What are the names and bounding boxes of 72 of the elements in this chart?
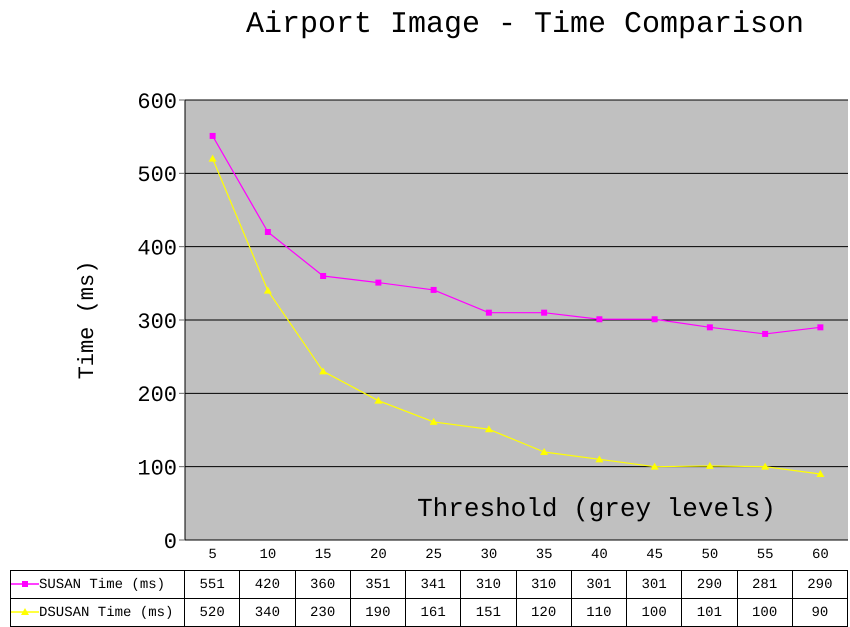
point (817, 324, 824, 330)
data-label: 161 (406, 598, 461, 626)
data-label: 301 (626, 570, 682, 598)
x-tick-label: 25 (425, 546, 442, 563)
data-label: 110 (571, 598, 626, 626)
point (486, 310, 492, 316)
point (816, 470, 824, 477)
point (210, 132, 216, 139)
point (430, 418, 438, 425)
data-label: 151 (460, 598, 516, 626)
legend-label: SUSAN Time (ms) (39, 576, 166, 592)
point (375, 280, 382, 286)
point (319, 367, 328, 374)
y-tick-label: 100 (137, 456, 177, 482)
x-tick-label: 5 (208, 546, 217, 563)
point (208, 154, 217, 162)
data-label: 230 (295, 598, 350, 626)
x-tick-label: 45 (646, 546, 664, 563)
data-label: 551 (184, 570, 240, 598)
point (264, 229, 271, 235)
point (540, 448, 548, 455)
point (650, 462, 659, 470)
data-label: 351 (350, 570, 406, 598)
data-label: 120 (516, 598, 572, 626)
chart-title: Airport Image - Time Comparison (244, 8, 806, 42)
data-label: 340 (240, 598, 295, 626)
data-label: 100 (737, 598, 792, 626)
data-label: 420 (240, 570, 295, 598)
data-label: 190 (350, 598, 406, 626)
data-label: 310 (460, 570, 516, 598)
point (595, 455, 604, 462)
point (430, 286, 437, 293)
x-tick-label: 15 (314, 546, 332, 563)
x-tick-label: 35 (536, 546, 553, 563)
x-tick-label: 50 (701, 546, 718, 563)
point (320, 273, 326, 279)
point (761, 462, 770, 470)
data-label: 90 (792, 598, 848, 626)
point (264, 286, 272, 294)
x-axis-title: Threshold (grey levels) (416, 494, 777, 524)
point (484, 425, 493, 432)
y-tick-label: 0 (164, 530, 177, 555)
y-tick-label: 600 (137, 90, 177, 115)
data-label: 100 (626, 598, 682, 626)
legend-label: DSUSAN Time (ms) (39, 604, 174, 620)
y-tick-label: 200 (137, 383, 177, 408)
x-tick-label: 60 (812, 546, 829, 563)
x-tick-label: 40 (590, 546, 608, 563)
data-label: 281 (737, 570, 792, 598)
y-tick-label: 400 (137, 236, 177, 262)
point (541, 310, 548, 316)
point (706, 324, 713, 330)
point (652, 316, 658, 322)
x-tick-label: 55 (756, 546, 774, 563)
data-label: 290 (682, 570, 737, 598)
x-tick-label: 20 (370, 546, 387, 563)
x-tick-label: 30 (480, 546, 498, 563)
x-tick-label: 10 (259, 546, 276, 563)
point (706, 462, 714, 469)
data-label: 310 (516, 570, 572, 598)
data-label: 520 (184, 598, 240, 626)
data-label: 360 (295, 570, 350, 598)
data-label: 341 (406, 570, 461, 598)
data-label: 290 (792, 570, 848, 598)
point (374, 396, 382, 404)
data-label: 301 (571, 570, 626, 598)
data-label: 101 (682, 598, 737, 626)
point (762, 330, 768, 337)
point (596, 316, 602, 322)
y-axis-title: Time (ms) (74, 260, 100, 380)
y-tick-label: 500 (137, 163, 177, 188)
y-tick-label: 300 (137, 310, 177, 335)
